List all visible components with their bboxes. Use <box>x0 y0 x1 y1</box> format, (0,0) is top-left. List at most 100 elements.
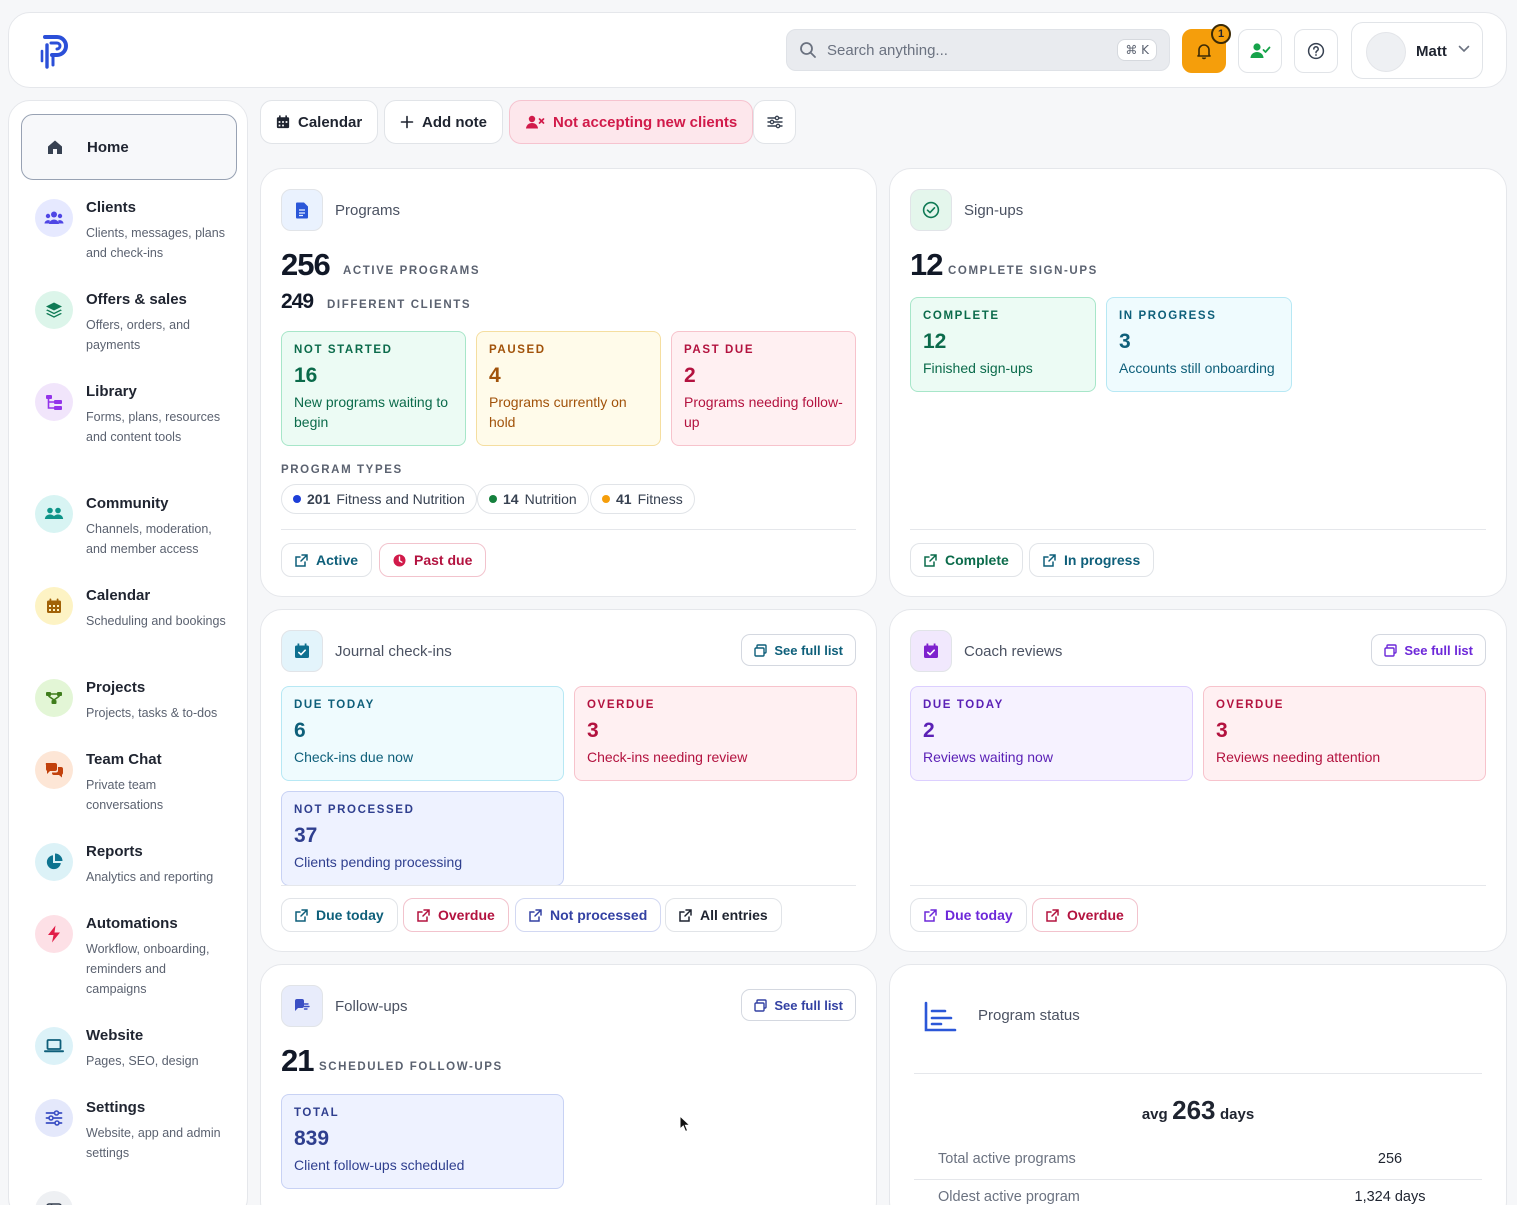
tile-value: 839 <box>294 1127 330 1150</box>
divider <box>910 885 1486 886</box>
not-accepting-clients-button[interactable]: Not accepting new clients <box>509 100 754 144</box>
tile-description: Programs needing follow-up <box>684 394 843 430</box>
calendar-button[interactable]: Calendar <box>260 100 379 144</box>
external-link-icon <box>1046 908 1059 922</box>
due-today-link[interactable]: Due today <box>281 898 398 932</box>
tile-overdue[interactable]: OVERDUE 3 Reviews needing attention <box>1203 686 1486 781</box>
tile-due-today[interactable]: DUE TODAY 6 Check-ins due now <box>281 686 564 781</box>
sidebar-item-community[interactable]: Community Channels, moderation, and memb… <box>21 481 237 561</box>
program-type-pill[interactable]: 201 Fitness and Nutrition <box>281 484 477 514</box>
plus-icon <box>400 115 414 129</box>
sidebar-item-subtitle: Channels, moderation, and member access <box>86 522 212 556</box>
filters-button[interactable] <box>753 100 796 144</box>
tile-past-due[interactable]: PAST DUE 2 Programs needing follow-up <box>671 331 856 446</box>
notifications-button[interactable]: 1 <box>1182 24 1231 73</box>
tile-in-progress[interactable]: IN PROGRESS 3 Accounts still onboarding <box>1106 297 1292 392</box>
tile-value: 3 <box>1216 719 1228 742</box>
avg-value: 263 <box>1172 1095 1216 1125</box>
divider <box>281 529 856 530</box>
active-programs-label: ACTIVE PROGRAMS <box>343 265 481 277</box>
add-note-button[interactable]: Add note <box>384 100 503 144</box>
tile-label: TOTAL <box>294 1107 340 1119</box>
tile-label: PAUSED <box>489 344 546 356</box>
list-window-icon <box>1384 643 1398 657</box>
sidebar-item-home[interactable]: Home <box>21 114 237 180</box>
program-type-pill[interactable]: 41 Fitness <box>590 484 695 514</box>
help-button[interactable] <box>1294 29 1338 73</box>
tile-description: Programs currently on hold <box>489 394 627 430</box>
avatar <box>1366 32 1406 72</box>
calendar-icon <box>35 587 73 625</box>
tile-label: OVERDUE <box>587 699 656 711</box>
tile-overdue[interactable]: OVERDUE 3 Check-ins needing review <box>574 686 857 781</box>
see-full-list-button[interactable]: See full list <box>741 989 856 1021</box>
sidebar-item-subtitle: Website, app and admin settings <box>86 1126 221 1160</box>
tile-not-started[interactable]: NOT STARTED 16 New programs waiting to b… <box>281 331 466 446</box>
sidebar-item-calendar[interactable]: Calendar Scheduling and bookings <box>21 573 237 653</box>
type-name: Fitness and Nutrition <box>336 491 465 507</box>
tile-value: 3 <box>1119 330 1131 353</box>
tile-label: DUE TODAY <box>294 699 375 711</box>
bell-icon <box>1197 44 1211 60</box>
add-note-label: Add note <box>422 113 487 131</box>
status-row-value: 1,324 days <box>1354 1189 1426 1205</box>
active-link[interactable]: Active <box>281 543 373 577</box>
sidebar-item-automations[interactable]: Automations Workflow, onboarding, remind… <box>21 901 237 1001</box>
user-menu[interactable]: Matt <box>1351 22 1483 79</box>
divider <box>281 885 856 886</box>
sidebar-item-subtitle: Private team conversations <box>86 778 164 812</box>
tile-value: 2 <box>684 364 696 387</box>
overdue-link[interactable]: Overdue <box>1032 898 1138 932</box>
sidebar-item-library[interactable]: Library Forms, plans, resources and cont… <box>21 369 237 469</box>
avg-prefix: avg <box>1141 1106 1168 1123</box>
status-row: Oldest active program 1,324 days <box>914 1180 1482 1205</box>
link-label: Overdue <box>438 907 495 923</box>
sliders-icon <box>766 115 783 129</box>
external-link-icon <box>529 908 542 922</box>
tile-complete[interactable]: COMPLETE 12 Finished sign-ups <box>910 297 1096 392</box>
app-logo[interactable] <box>39 31 73 71</box>
see-full-list-button[interactable]: See full list <box>741 634 856 666</box>
program-type-pill[interactable]: 14 Nutrition <box>477 484 589 514</box>
past-due-link[interactable]: Past due <box>379 543 487 577</box>
list-window-icon <box>754 643 768 657</box>
tile-total[interactable]: TOTAL 839 Client follow-ups scheduled <box>281 1094 564 1189</box>
chevron-down-icon <box>1458 45 1470 53</box>
check-circle-icon <box>910 189 952 231</box>
tile-value: 4 <box>489 364 501 387</box>
overdue-link[interactable]: Overdue <box>403 898 509 932</box>
sidebar-item-reports[interactable]: Reports Analytics and reporting <box>21 829 237 889</box>
sidebar-item-projects[interactable]: Projects Projects, tasks & to-dos <box>21 665 237 725</box>
due-today-link[interactable]: Due today <box>910 898 1027 932</box>
sidebar-item-offers-sales[interactable]: Offers & sales Offers, orders, and payme… <box>21 277 237 357</box>
sidebar-item-clients[interactable]: Clients Clients, messages, plans and che… <box>21 185 237 265</box>
layers-icon <box>35 291 73 329</box>
external-link-icon <box>924 553 937 567</box>
coach-reviews-card: Coach reviews See full list DUE TODAY 2 … <box>889 609 1507 952</box>
tile-not-processed[interactable]: NOT PROCESSED 37 Clients pending process… <box>281 791 564 886</box>
sidebar-item-website[interactable]: Website Pages, SEO, design <box>21 1013 237 1073</box>
avg-suffix: days <box>1219 1106 1255 1123</box>
sidebar: Home Clients Clients, messages, plans an… <box>8 100 248 1205</box>
type-dot <box>293 495 301 503</box>
in-progress-link[interactable]: In progress <box>1029 543 1155 577</box>
tile-due-today[interactable]: DUE TODAY 2 Reviews waiting now <box>910 686 1193 781</box>
tile-label: COMPLETE <box>923 310 1000 322</box>
search-bar[interactable]: Search anything... ⌘ K <box>786 29 1170 71</box>
not-processed-link[interactable]: Not processed <box>515 898 662 932</box>
all-entries-link[interactable]: All entries <box>665 898 782 932</box>
sidebar-item-team-chat[interactable]: Team Chat Private team conversations <box>21 737 237 817</box>
list-window-icon <box>754 998 768 1012</box>
sidebar-item-label: Settings <box>86 1099 146 1116</box>
see-full-list-button[interactable]: See full list <box>1371 634 1486 666</box>
tile-paused[interactable]: PAUSED 4 Programs currently on hold <box>476 331 661 446</box>
type-dot <box>489 495 497 503</box>
sidebar-item-subtitle: Projects, tasks & to-dos <box>86 706 218 720</box>
sidebar-collapse-button[interactable] <box>21 1177 237 1205</box>
link-label: Active <box>316 552 359 568</box>
sidebar-item-settings[interactable]: Settings Website, app and admin settings <box>21 1085 237 1165</box>
user-check-button[interactable] <box>1238 29 1282 73</box>
signups-count-label: COMPLETE SIGN-UPS <box>948 265 1098 277</box>
complete-link[interactable]: Complete <box>910 543 1023 577</box>
search-input[interactable]: Search anything... <box>827 42 948 59</box>
